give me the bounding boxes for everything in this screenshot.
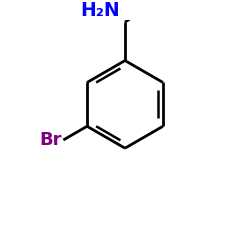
Text: Br: Br (39, 131, 62, 149)
Text: H₂N: H₂N (80, 2, 120, 20)
